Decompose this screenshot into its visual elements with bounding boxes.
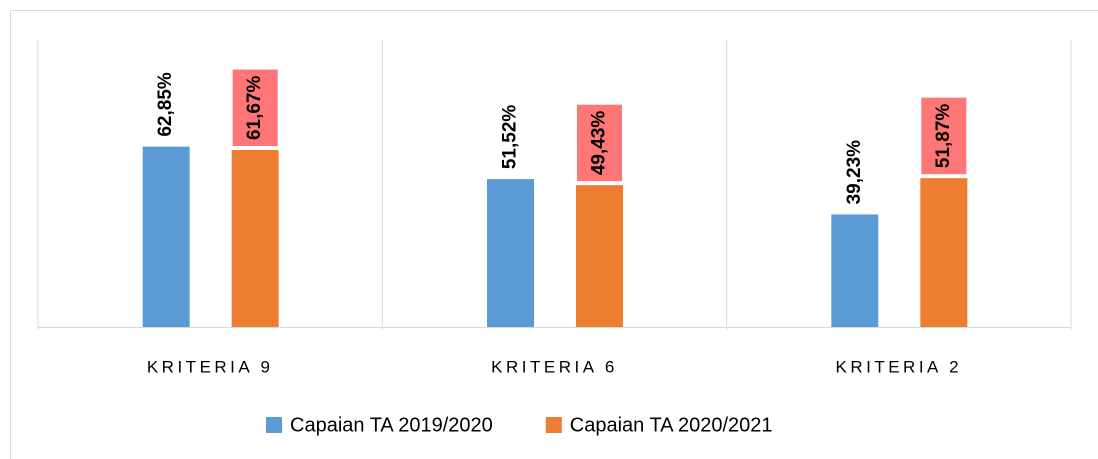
bar — [831, 214, 879, 327]
data-label: 62,85% — [155, 72, 176, 137]
data-label-background — [577, 104, 622, 182]
data-label: 39,23% — [844, 140, 865, 205]
bar — [920, 178, 968, 327]
bar — [231, 150, 279, 327]
bar — [142, 146, 190, 327]
chart-frame — [10, 10, 1098, 459]
bar — [487, 179, 534, 327]
legend-swatch — [266, 417, 282, 433]
data-label-background — [921, 97, 967, 175]
x-tick-label: KRITERIA 9 — [147, 357, 274, 376]
legend-swatch — [545, 417, 562, 433]
data-label: 49,43% — [589, 111, 610, 176]
x-tick-label: KRITERIA 6 — [491, 357, 618, 376]
data-label: 51,52% — [500, 105, 521, 170]
legend-label: Capaian TA 2020/2021 — [570, 414, 773, 436]
data-label-background — [232, 69, 278, 147]
x-tick-label: KRITERIA 2 — [836, 357, 963, 376]
bar — [576, 185, 623, 327]
data-label: 61,67% — [244, 75, 265, 140]
legend-label: Capaian TA 2019/2020 — [290, 414, 493, 436]
data-label: 51,87% — [933, 104, 954, 169]
